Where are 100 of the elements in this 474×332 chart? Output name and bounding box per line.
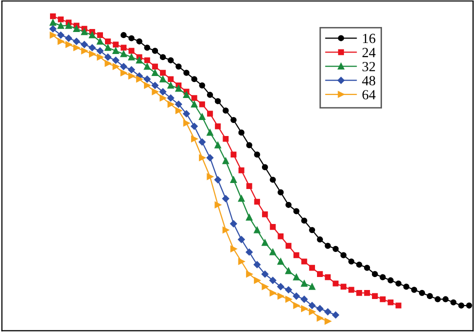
point <box>309 227 316 234</box>
point <box>97 32 103 38</box>
point <box>364 264 370 271</box>
point <box>348 286 354 293</box>
point <box>372 271 378 278</box>
point <box>183 92 190 98</box>
point <box>246 270 252 278</box>
point <box>50 13 56 20</box>
point <box>246 142 252 148</box>
point <box>301 258 308 264</box>
point <box>230 176 237 183</box>
point <box>214 202 222 208</box>
point <box>324 308 332 316</box>
point <box>88 44 96 52</box>
point <box>49 25 56 32</box>
point <box>262 283 268 290</box>
point <box>58 16 64 22</box>
point <box>206 129 214 136</box>
point <box>80 41 88 48</box>
point <box>254 198 260 205</box>
point <box>285 268 292 274</box>
point <box>190 122 198 130</box>
point <box>442 296 449 302</box>
point <box>57 32 64 39</box>
point <box>128 48 134 54</box>
point <box>364 290 370 296</box>
point <box>191 76 198 82</box>
point <box>230 246 237 252</box>
point <box>301 305 308 312</box>
point <box>152 88 158 95</box>
point <box>58 38 64 45</box>
point <box>198 114 206 120</box>
point <box>316 314 324 322</box>
point <box>324 242 331 249</box>
point <box>238 258 245 265</box>
point <box>160 70 166 76</box>
point <box>65 22 72 29</box>
point <box>278 189 284 196</box>
point <box>144 44 150 51</box>
point <box>176 63 182 70</box>
point <box>206 173 214 180</box>
point <box>89 50 96 58</box>
point <box>168 57 174 64</box>
legend-label: 48 <box>362 76 376 86</box>
point <box>144 57 150 64</box>
point <box>246 183 252 189</box>
point <box>278 233 284 240</box>
point <box>96 38 104 45</box>
point <box>198 154 206 161</box>
point <box>356 262 362 268</box>
point <box>104 54 112 61</box>
point <box>308 302 316 309</box>
point <box>222 158 229 164</box>
point <box>277 292 284 300</box>
legend-label: 32 <box>362 62 375 72</box>
point <box>285 296 292 302</box>
point <box>191 136 198 142</box>
point <box>152 64 158 70</box>
point <box>254 152 260 158</box>
point <box>317 271 323 277</box>
point <box>167 94 174 102</box>
point <box>175 107 182 114</box>
point <box>199 101 206 108</box>
point <box>144 63 150 70</box>
point <box>183 70 190 76</box>
point <box>65 41 72 48</box>
point <box>168 76 174 82</box>
point <box>411 286 418 293</box>
point <box>96 54 104 60</box>
point <box>262 239 268 246</box>
point <box>159 88 166 96</box>
point <box>458 302 464 309</box>
point <box>285 286 292 294</box>
point <box>65 34 72 42</box>
point <box>199 82 206 88</box>
point <box>120 70 127 76</box>
point <box>128 72 135 80</box>
point <box>395 280 402 287</box>
point <box>120 32 127 38</box>
point <box>293 302 300 309</box>
point <box>120 50 127 58</box>
point <box>50 19 56 26</box>
point <box>112 63 119 70</box>
point <box>73 44 80 51</box>
point <box>144 76 151 83</box>
legend-label: 24 <box>362 48 376 58</box>
point <box>426 293 433 300</box>
point <box>246 248 253 256</box>
point <box>128 54 135 60</box>
point <box>293 274 300 280</box>
point <box>316 305 324 312</box>
point <box>418 290 426 296</box>
point <box>292 292 300 300</box>
point <box>120 44 127 51</box>
point <box>182 110 190 118</box>
point <box>207 110 213 117</box>
point <box>112 48 119 54</box>
point <box>262 164 268 170</box>
point <box>238 236 245 243</box>
point <box>96 47 104 54</box>
